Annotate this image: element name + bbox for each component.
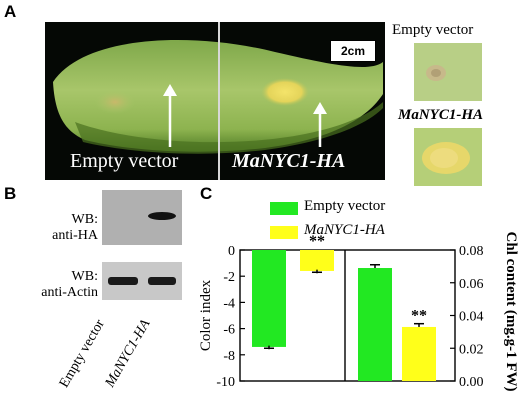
right-y-tick-label: 0.04 bbox=[459, 310, 484, 325]
right-significance-1: ** bbox=[411, 308, 427, 325]
left-y-axis-label: Color index bbox=[198, 279, 214, 351]
left-caption: Empty vector bbox=[70, 150, 179, 172]
right-y-tick-label: 0.02 bbox=[459, 342, 484, 357]
right-bar-0 bbox=[358, 268, 392, 381]
left-y-tick-label: -8 bbox=[223, 349, 235, 364]
thumb-top-label: Empty vector bbox=[392, 22, 474, 38]
thumb-bottom-label: MaNYC1-HA bbox=[398, 107, 484, 123]
panel-label-b: B bbox=[4, 184, 17, 203]
left-y-tick-label: 0 bbox=[228, 244, 235, 259]
banana-photo bbox=[45, 22, 385, 180]
blot-top-label-line1: WB: bbox=[71, 212, 98, 227]
right-y-tick-label: 0.00 bbox=[459, 375, 484, 390]
left-significance-1: ** bbox=[309, 233, 325, 250]
right-caption: MaNYC1-HA bbox=[232, 150, 346, 172]
left-y-tick-label: -6 bbox=[223, 323, 235, 338]
left-y-tick-label: -10 bbox=[216, 375, 235, 390]
blot-anti-ha bbox=[102, 190, 182, 245]
left-y-tick-label: -2 bbox=[223, 270, 235, 285]
blot-bottom-label-line1: WB: bbox=[71, 269, 98, 284]
right-y-tick-label: 0.06 bbox=[459, 277, 484, 292]
left-bar-0 bbox=[252, 250, 286, 347]
legend-label-empty: Empty vector bbox=[304, 198, 386, 214]
panel-label-c: C bbox=[200, 184, 213, 203]
panel-label-a: A bbox=[4, 2, 17, 21]
scale-bar: 2cm bbox=[330, 40, 376, 62]
blot-bottom-label-line2: anti-Actin bbox=[41, 285, 98, 300]
right-y-axis-label: Chl content (mg.g-1 FW) bbox=[503, 232, 519, 392]
blot-top-label: WB: anti-HA bbox=[40, 212, 98, 244]
blot-bottom-label: WB: anti-Actin bbox=[40, 269, 98, 301]
legend-label-manyc1: MaNYC1-HA bbox=[304, 222, 385, 238]
left-bar-1 bbox=[300, 250, 334, 271]
blot-top-label-line2: anti-HA bbox=[52, 228, 98, 243]
thumb-manyc1 bbox=[414, 128, 482, 186]
photo-divider bbox=[218, 22, 220, 180]
legend-swatch-empty bbox=[270, 202, 298, 215]
legend-swatch-manyc1 bbox=[270, 226, 298, 239]
thumb-empty-vector bbox=[414, 43, 482, 101]
blot-anti-actin bbox=[102, 262, 182, 300]
right-y-tick-label: 0.08 bbox=[459, 244, 484, 259]
right-bar-1 bbox=[402, 326, 436, 381]
left-y-tick-label: -4 bbox=[223, 296, 235, 311]
